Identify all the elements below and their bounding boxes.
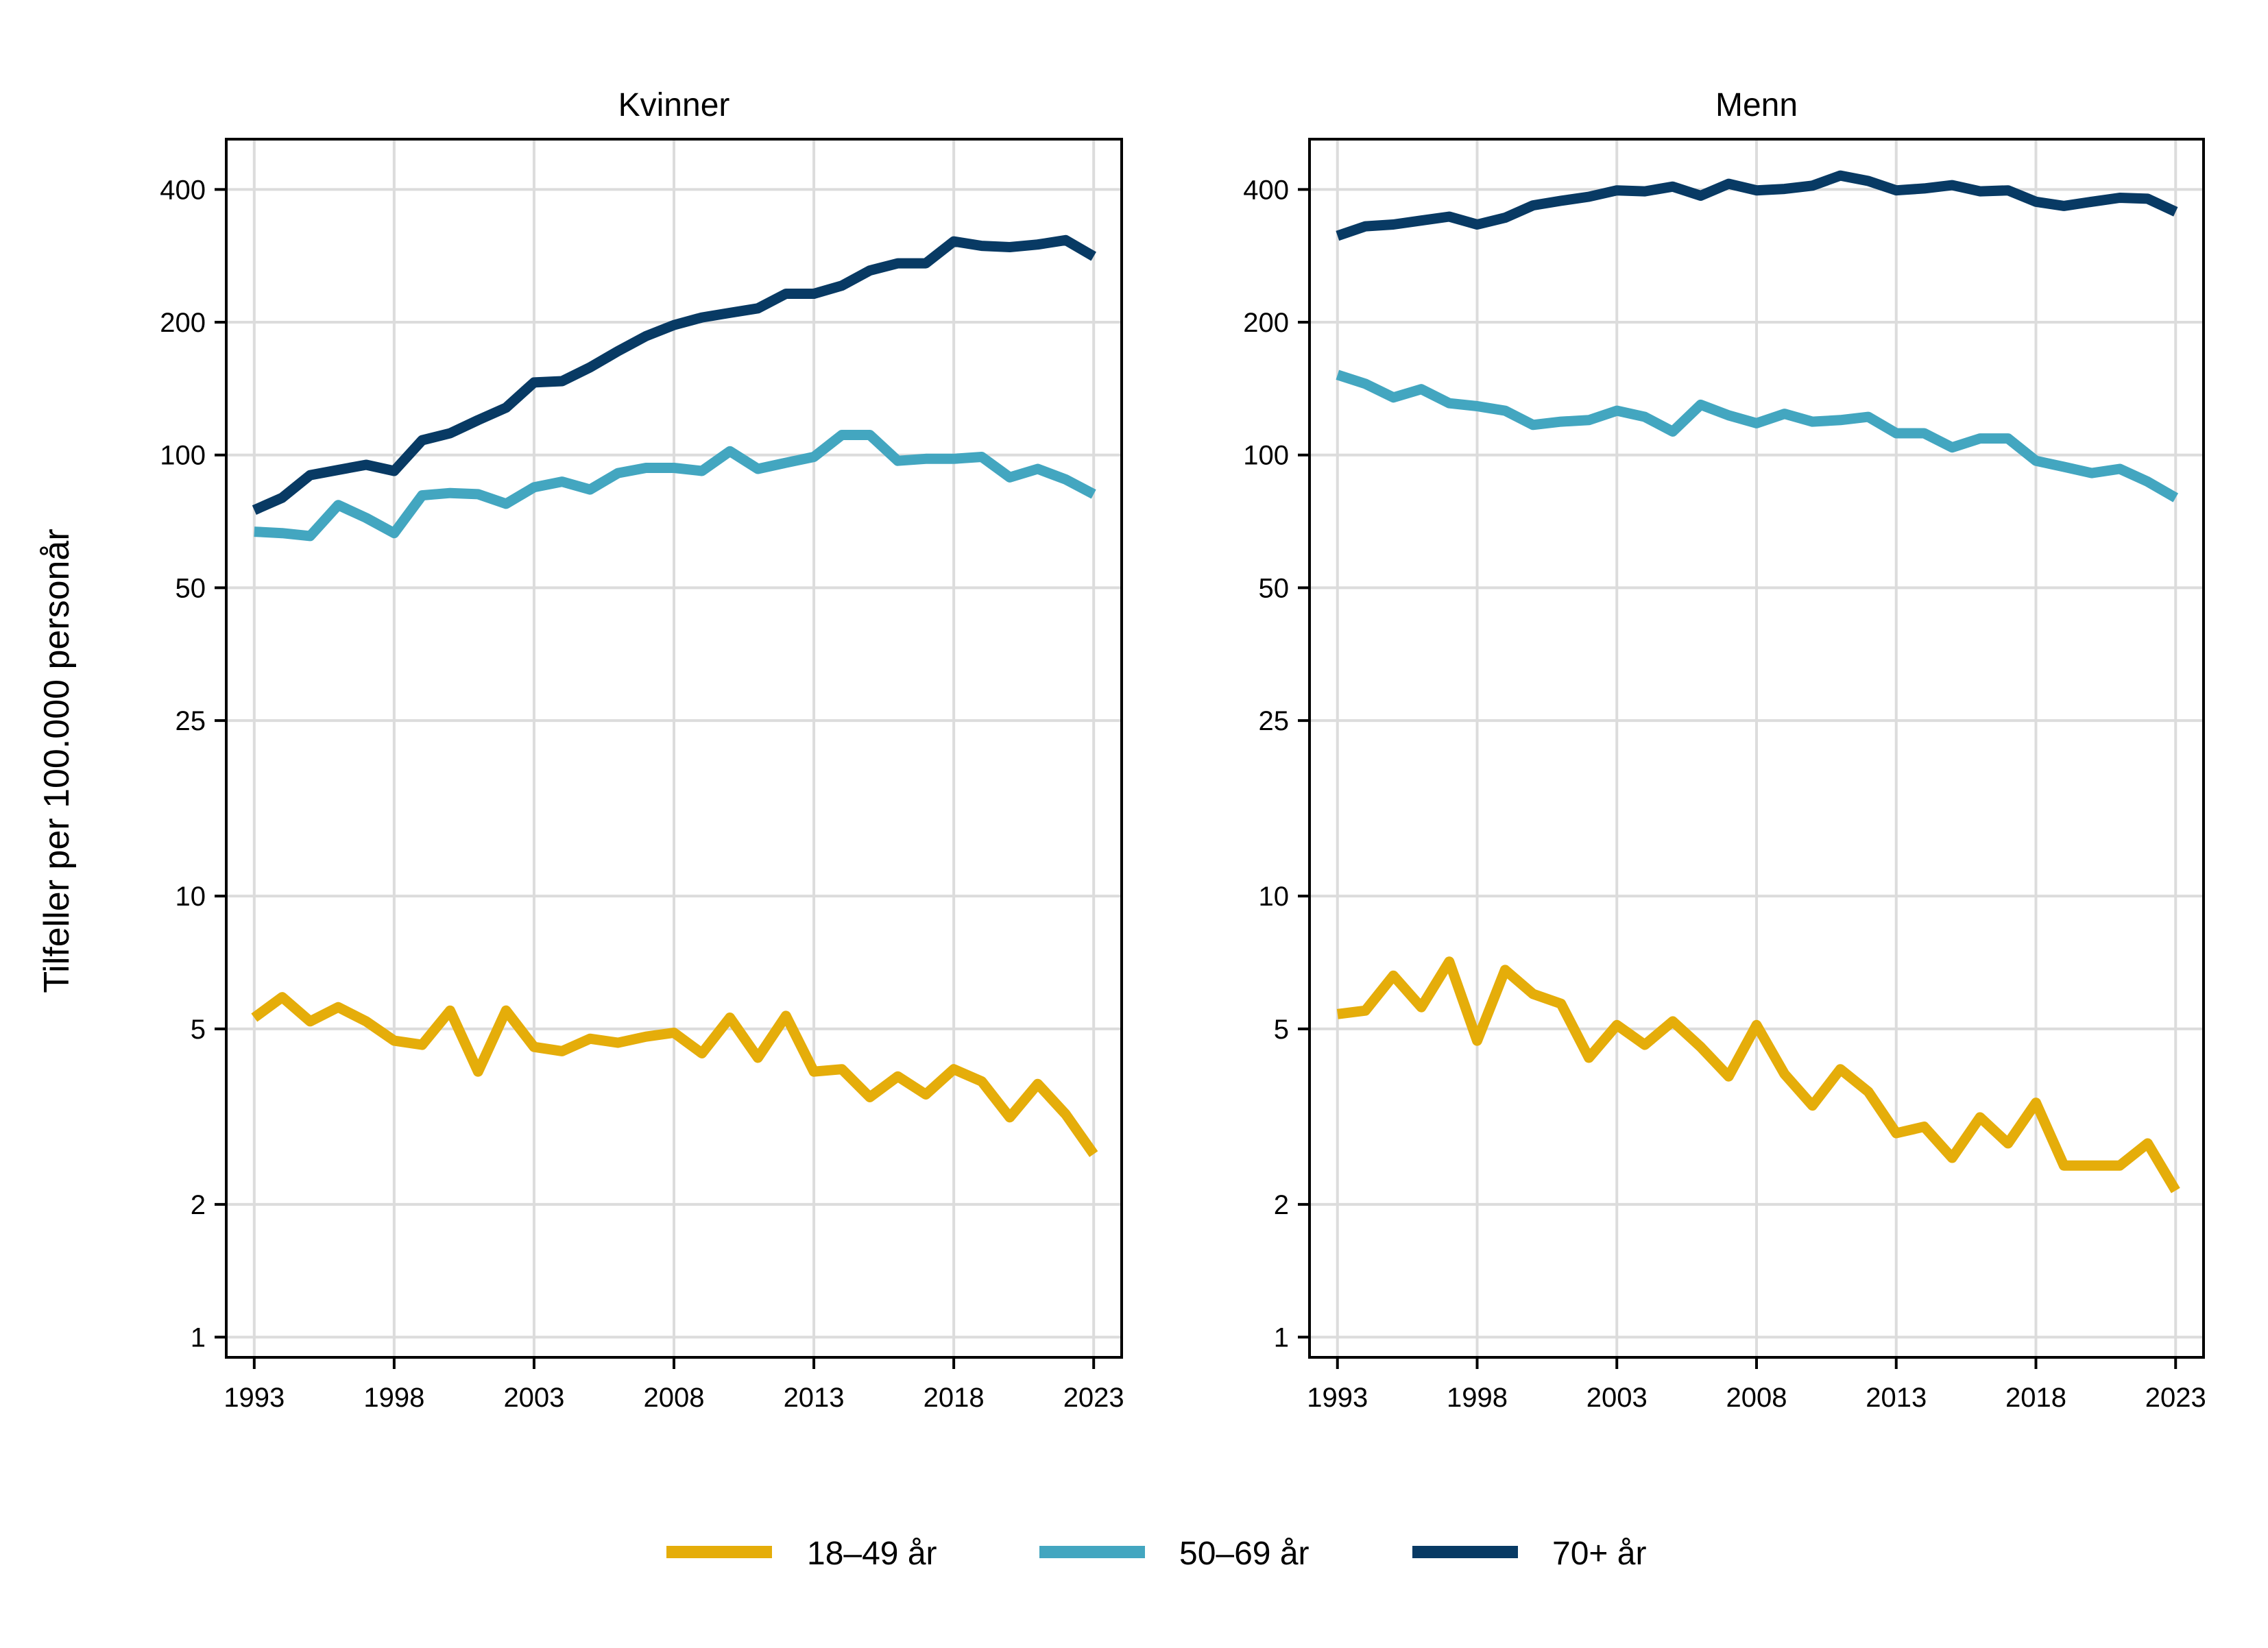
legend-item-50-69: 50–69 år <box>1039 1536 1310 1572</box>
y-tick-label: 1 <box>191 1323 206 1353</box>
panel-kvinner: Kvinner 1993 1998 2003 2008 2013 2018 20231251… <box>160 87 1124 1413</box>
y-tick-label: 50 <box>1259 573 1290 603</box>
legend-label-50-69: 50–69 år <box>1179 1536 1310 1572</box>
x-tick-label: 2013 <box>1866 1383 1927 1413</box>
x-tick-label: 2023 <box>1063 1383 1124 1413</box>
x-tick-label: 2018 <box>2005 1383 2066 1413</box>
plot-area-kvinner: 1993 1998 2003 2008 2013 2018 2023125102550100… <box>160 138 1124 1413</box>
series-line-18-49-kvinner <box>251 992 1098 1157</box>
x-tick-label: 2008 <box>644 1383 705 1413</box>
panel-title-kvinner: Kvinner <box>618 87 730 123</box>
y-tick-label: 200 <box>160 308 206 338</box>
x-tick-label: 1998 <box>363 1383 424 1413</box>
series-line-18-49-menn <box>1336 956 2180 1193</box>
y-tick-label: 2 <box>1274 1190 1289 1220</box>
y-tick-label: 400 <box>160 175 206 205</box>
y-tick-label: 25 <box>176 706 206 736</box>
series-line-50-69-menn <box>1336 369 2179 502</box>
y-tick-label: 100 <box>160 441 206 471</box>
y-tick-label: 10 <box>176 882 206 912</box>
x-tick-label: 2013 <box>784 1383 845 1413</box>
y-tick-label: 5 <box>191 1015 206 1045</box>
x-tick-label: 2018 <box>924 1383 985 1413</box>
series-line-50-69-kvinner <box>254 430 1096 542</box>
legend: 18–49 år 50–69 år 70+ år <box>666 1536 1646 1572</box>
y-tick-label: 10 <box>1259 882 1290 912</box>
x-tick-label: 2023 <box>2145 1383 2206 1413</box>
y-axis-label: Tilfeller per 100.000 personår <box>37 529 77 993</box>
series-line-70-plus-kvinner <box>252 234 1096 515</box>
x-tick-label: 1993 <box>224 1383 285 1413</box>
legend-item-70-plus: 70+ år <box>1412 1536 1646 1572</box>
legend-label-70-plus: 70+ år <box>1552 1536 1646 1572</box>
x-tick-label: 1993 <box>1307 1383 1368 1413</box>
y-tick-label: 100 <box>1243 441 1289 471</box>
y-tick-label: 50 <box>176 573 206 603</box>
plot-area-menn: 1993 1998 2003 2008 2013 2018 2023125102550100… <box>1243 138 2206 1413</box>
x-tick-label: 2003 <box>503 1383 564 1413</box>
y-tick-label: 2 <box>191 1190 206 1220</box>
legend-item-18-49: 18–49 år <box>666 1536 937 1572</box>
panel-menn: Menn 1993 1998 2003 2008 2013 2018 20231251025… <box>1243 87 2206 1413</box>
y-tick-label: 25 <box>1259 706 1290 736</box>
series-line-70-plus-menn <box>1336 170 2178 241</box>
x-tick-label: 2008 <box>1726 1383 1787 1413</box>
x-tick-label: 1998 <box>1447 1383 1508 1413</box>
y-tick-label: 400 <box>1243 175 1289 205</box>
panel-title-menn: Menn <box>1715 87 1798 123</box>
y-tick-label: 200 <box>1243 308 1289 338</box>
legend-label-18-49: 18–49 år <box>807 1536 937 1572</box>
x-tick-label: 2003 <box>1587 1383 1648 1413</box>
y-tick-label: 1 <box>1274 1323 1289 1353</box>
y-tick-label: 5 <box>1274 1015 1289 1045</box>
